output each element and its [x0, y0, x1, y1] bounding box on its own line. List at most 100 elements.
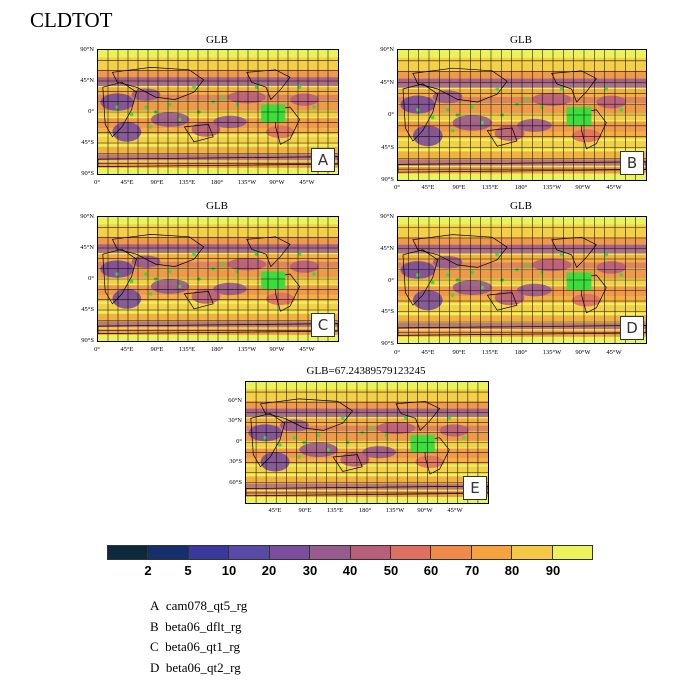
y-tick-label: 90°N: [80, 46, 94, 53]
x-tick-label: 180°: [210, 346, 224, 353]
legend-key: C: [150, 639, 159, 654]
x-tick-label: 45°E: [421, 184, 435, 191]
x-tick-label: 90°E: [150, 346, 164, 353]
x-tick-label: 0°: [394, 184, 400, 191]
map-plot: [97, 216, 339, 342]
legend: A cam078_qt5_rg B beta06_dflt_rg C beta0…: [150, 596, 247, 678]
colorbar-segment: [471, 545, 513, 560]
x-tick-label: 0°: [394, 349, 400, 356]
y-tick-label: 45°S: [381, 144, 394, 151]
colorbar-segment: [107, 545, 149, 560]
x-tick-label: 45°W: [447, 507, 463, 514]
y-tick-label: 90°N: [80, 213, 94, 220]
legend-item: A cam078_qt5_rg: [150, 596, 247, 617]
y-tick-label: 45°N: [80, 77, 94, 84]
panel-title: GLB=67.24389579123245: [306, 365, 426, 377]
legend-name: cam078_qt5_rg: [165, 598, 248, 613]
map-plot: [97, 49, 339, 175]
colorbar-label: 5: [184, 563, 192, 578]
x-tick-label: 45°W: [299, 179, 315, 186]
y-tick-label: 45°S: [81, 306, 94, 313]
map-field: [246, 382, 488, 503]
x-tick-label: 135°E: [326, 507, 344, 514]
map-field: [398, 217, 646, 343]
x-tick-label: 135°E: [178, 346, 196, 353]
x-tick-label: 45°E: [268, 507, 282, 514]
y-tick-label: 0°: [88, 275, 94, 282]
x-tick-label: 135°W: [237, 346, 257, 353]
x-tick-label: 0°: [94, 346, 100, 353]
colorbar-label: 2: [144, 563, 152, 578]
x-tick-label: 90°W: [417, 507, 433, 514]
x-tick-label: 90°W: [575, 349, 591, 356]
legend-key: A: [150, 598, 160, 613]
colorbar-label: 40: [342, 563, 358, 578]
panel-tag: E: [463, 476, 487, 500]
y-tick-label: 30°N: [228, 417, 242, 424]
x-tick-label: 90°W: [269, 346, 285, 353]
panel-tag: B: [620, 151, 644, 175]
colorbar-segment: [148, 545, 189, 560]
legend-name: beta06_qt2_rg: [165, 659, 241, 675]
colorbar-segment: [310, 545, 351, 560]
y-tick-label: 0°: [388, 277, 394, 284]
y-tick-label: 90°S: [81, 337, 94, 344]
colorbar-segment: [512, 545, 553, 560]
y-tick-label: 45°N: [80, 244, 94, 251]
x-tick-label: 135°W: [237, 179, 257, 186]
y-tick-label: 90°N: [380, 46, 394, 53]
x-tick-label: 45°E: [120, 346, 134, 353]
y-tick-label: 30°S: [229, 458, 242, 465]
x-tick-label: 90°E: [452, 349, 466, 356]
colorbar: [107, 545, 594, 560]
y-tick-label: 45°S: [381, 308, 394, 315]
x-tick-label: 135°E: [178, 179, 196, 186]
y-tick-label: 60°N: [228, 397, 242, 404]
map-plot: [397, 216, 647, 344]
legend-item: C beta06_qt1_rg: [150, 637, 247, 658]
colorbar-segment: [390, 545, 432, 560]
panel-title: GLB: [510, 34, 532, 46]
x-tick-label: 135°W: [385, 507, 405, 514]
colorbar-label: 90: [545, 563, 561, 578]
y-tick-label: 90°S: [81, 170, 94, 177]
x-tick-label: 180°: [210, 179, 224, 186]
colorbar-segment: [431, 545, 472, 560]
x-tick-label: 45°W: [606, 184, 622, 191]
x-tick-label: 0°: [94, 179, 100, 186]
x-tick-label: 90°W: [269, 179, 285, 186]
legend-key: D: [150, 659, 160, 675]
x-tick-label: 45°E: [120, 179, 134, 186]
legend-item: D beta06_qt2_rg: [150, 658, 247, 679]
x-tick-label: 45°W: [299, 346, 315, 353]
panel-title: GLB: [510, 200, 532, 212]
colorbar-label: 30: [302, 563, 318, 578]
y-tick-label: 90°N: [380, 213, 394, 220]
x-tick-label: 90°E: [150, 179, 164, 186]
panel-tag: A: [311, 148, 335, 172]
x-tick-label: 135°W: [542, 349, 562, 356]
colorbar-label: 60: [423, 563, 439, 578]
map-field: [398, 50, 646, 180]
colorbar-segment: [188, 545, 230, 560]
x-tick-label: 180°: [514, 184, 528, 191]
colorbar-label: 70: [464, 563, 480, 578]
colorbar-segment: [229, 545, 270, 560]
x-tick-label: 135°E: [481, 184, 499, 191]
map-plot: [397, 49, 647, 181]
colorbar-label: 50: [383, 563, 399, 578]
map-field: [98, 50, 338, 174]
x-tick-label: 180°: [514, 349, 528, 356]
colorbar-label: 20: [261, 563, 277, 578]
colorbar-segment: [269, 545, 311, 560]
x-tick-label: 45°E: [421, 349, 435, 356]
y-tick-label: 45°N: [380, 245, 394, 252]
page-title: CLDTOT: [30, 8, 113, 32]
y-tick-label: 0°: [236, 438, 242, 445]
x-tick-label: 135°W: [542, 184, 562, 191]
legend-item: B beta06_dflt_rg: [150, 617, 247, 638]
colorbar-segment: [552, 545, 594, 560]
colorbar-label: 10: [221, 563, 237, 578]
panel-tag: D: [620, 316, 644, 340]
x-tick-label: 135°E: [481, 349, 499, 356]
